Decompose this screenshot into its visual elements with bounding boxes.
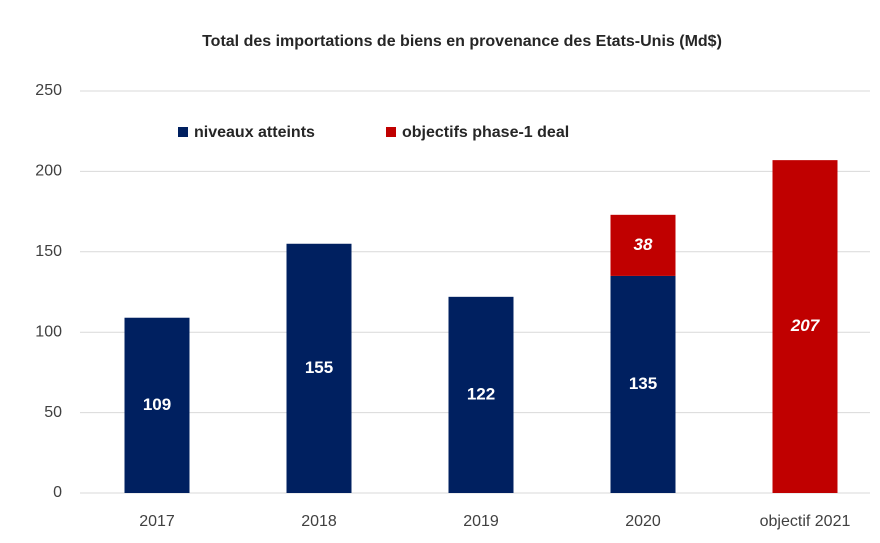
value-label: 207 xyxy=(790,316,821,335)
x-tick-label: 2019 xyxy=(463,513,499,530)
y-tick-label: 200 xyxy=(35,163,62,180)
bar xyxy=(286,243,352,493)
bar xyxy=(772,160,838,494)
bar xyxy=(124,317,190,493)
x-tick-label: 2020 xyxy=(625,513,661,530)
chart-title: Total des importations de biens en prove… xyxy=(202,33,722,50)
value-label: 122 xyxy=(467,384,495,403)
y-tick-label: 250 xyxy=(35,82,62,99)
bar xyxy=(610,214,676,276)
value-label: 38 xyxy=(634,235,653,254)
y-tick-label: 50 xyxy=(44,404,62,421)
legend-swatch xyxy=(178,127,188,137)
legend-swatch xyxy=(386,127,396,137)
x-tick-label: 2017 xyxy=(139,513,175,530)
legend-label: niveaux atteints xyxy=(194,124,315,141)
value-label: 155 xyxy=(305,358,333,377)
value-label: 109 xyxy=(143,395,171,414)
bar xyxy=(610,275,676,493)
legend-label: objectifs phase-1 deal xyxy=(402,124,569,141)
bar xyxy=(448,296,514,493)
y-tick-label: 100 xyxy=(35,323,62,340)
value-label: 135 xyxy=(629,374,657,393)
x-tick-label: 2018 xyxy=(301,513,337,530)
x-tick-label: objectif 2021 xyxy=(760,513,851,530)
y-tick-label: 150 xyxy=(35,243,62,260)
y-tick-label: 0 xyxy=(53,484,62,501)
